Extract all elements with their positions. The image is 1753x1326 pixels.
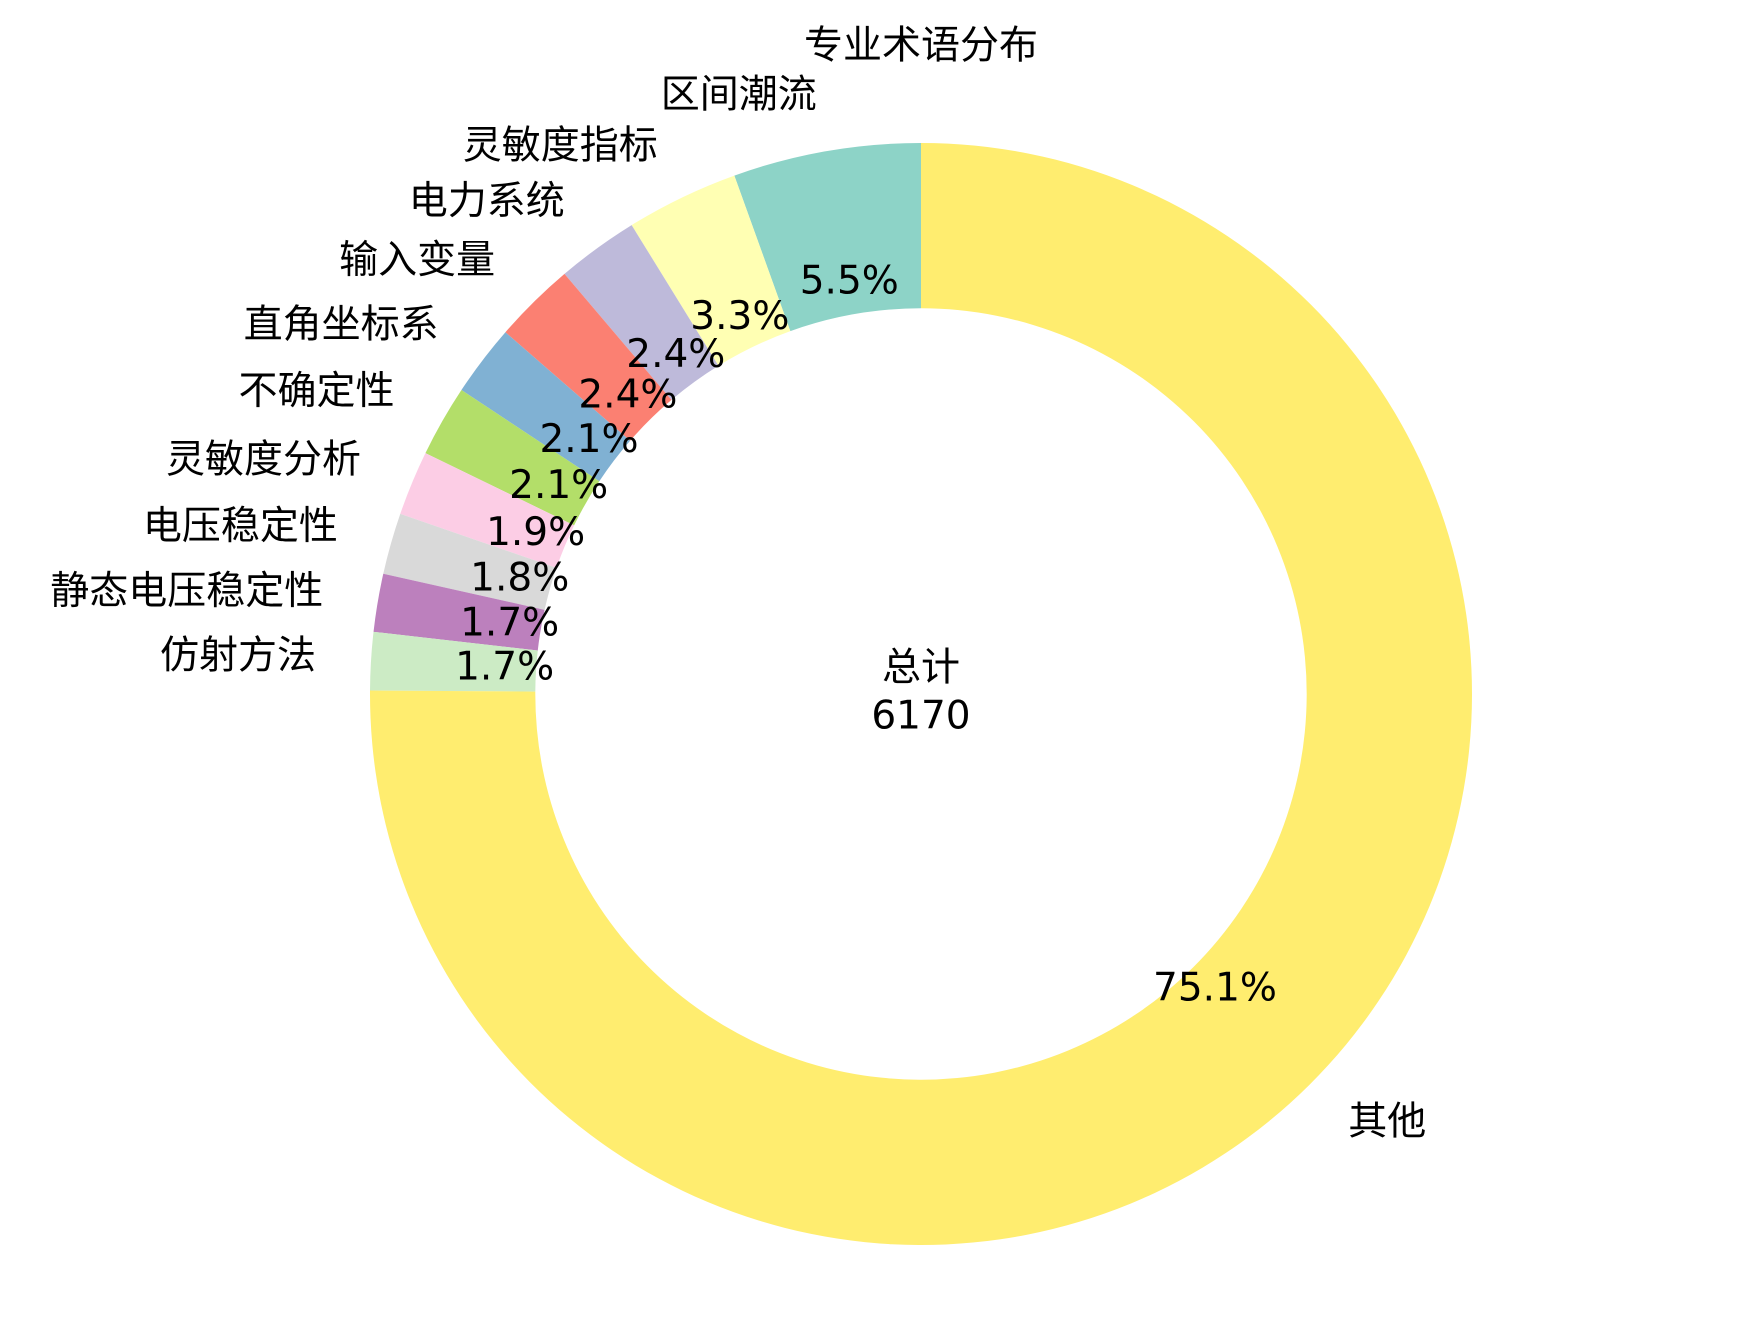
- value-label: 2.4%: [626, 332, 725, 377]
- chart-title: 专业术语分布: [804, 24, 1038, 69]
- wedge: [564, 225, 719, 400]
- wedge: [373, 573, 545, 651]
- wedge: [370, 631, 538, 692]
- value-label: 1.7%: [455, 645, 554, 690]
- value-label: 2.1%: [539, 417, 638, 462]
- value-label: 75.1%: [1153, 965, 1277, 1010]
- wedge: [631, 175, 791, 366]
- category-label: 灵敏度指标: [463, 124, 658, 169]
- wedge: [383, 513, 557, 610]
- category-label: 其他: [1348, 1099, 1426, 1144]
- wedge: [734, 143, 921, 332]
- value-label: 1.9%: [486, 510, 585, 555]
- category-label: 灵敏度分析: [166, 438, 361, 483]
- wedge: [400, 453, 575, 568]
- value-label: 1.7%: [460, 600, 559, 645]
- category-label: 区间潮流: [661, 72, 817, 117]
- wedge: [370, 143, 1472, 1245]
- center-label: 总计: [882, 646, 960, 691]
- category-label: 静态电压稳定性: [50, 569, 323, 614]
- category-label: 输入变量: [339, 238, 495, 283]
- wedge: [505, 273, 672, 441]
- category-label: 仿射方法: [160, 633, 316, 678]
- category-label: 电力系统: [409, 179, 565, 224]
- value-label: 5.5%: [800, 259, 899, 304]
- value-label: 3.3%: [690, 294, 789, 339]
- value-label: 2.1%: [509, 463, 608, 508]
- category-label: 不确定性: [239, 369, 395, 414]
- category-label: 电压稳定性: [143, 504, 338, 549]
- category-label: 直角坐标系: [244, 303, 439, 348]
- wedge: [425, 390, 600, 526]
- center-total: 6170: [871, 694, 970, 739]
- wedge: [461, 332, 631, 482]
- value-label: 2.4%: [578, 373, 677, 418]
- value-label: 1.8%: [470, 556, 569, 601]
